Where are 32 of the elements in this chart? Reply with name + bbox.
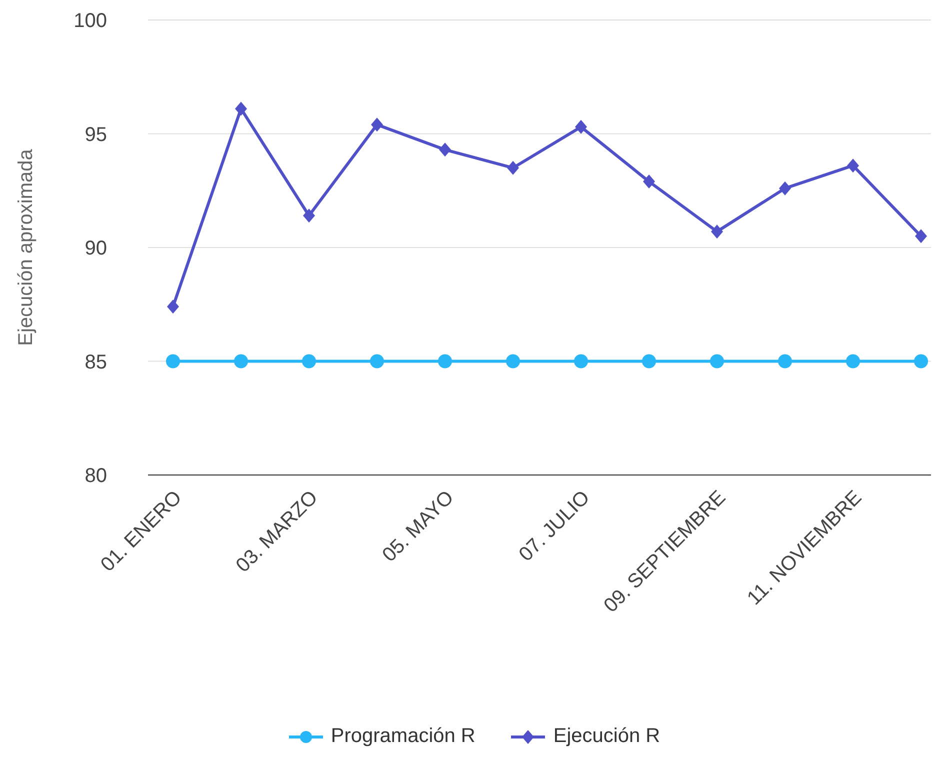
point	[506, 354, 520, 368]
point	[711, 224, 723, 239]
legend-label: Programación R	[330, 725, 476, 748]
point	[643, 174, 655, 189]
y-tick-label: 95	[84, 124, 107, 146]
point	[302, 354, 316, 368]
y-tick-label: 80	[84, 465, 107, 488]
point	[303, 208, 315, 223]
point	[235, 102, 247, 116]
y-tick-label: 100	[74, 10, 107, 32]
point	[167, 300, 179, 314]
point	[371, 118, 383, 132]
point	[779, 181, 791, 196]
point	[507, 160, 519, 175]
point	[642, 354, 656, 368]
y-tick-label: 90	[84, 238, 107, 260]
point	[234, 354, 248, 368]
point	[166, 354, 180, 368]
point	[438, 354, 452, 368]
point	[574, 354, 588, 368]
point	[915, 229, 927, 244]
legend-label: Ejecución R	[552, 725, 660, 748]
point	[846, 354, 860, 368]
y-tick-label: 85	[84, 351, 107, 374]
point	[710, 354, 724, 368]
point	[370, 354, 384, 368]
point	[847, 158, 859, 173]
point	[439, 142, 451, 157]
point	[914, 354, 928, 368]
point	[778, 354, 792, 368]
y-axis-title: Ejecución aproximada	[15, 148, 38, 346]
point	[575, 120, 587, 134]
